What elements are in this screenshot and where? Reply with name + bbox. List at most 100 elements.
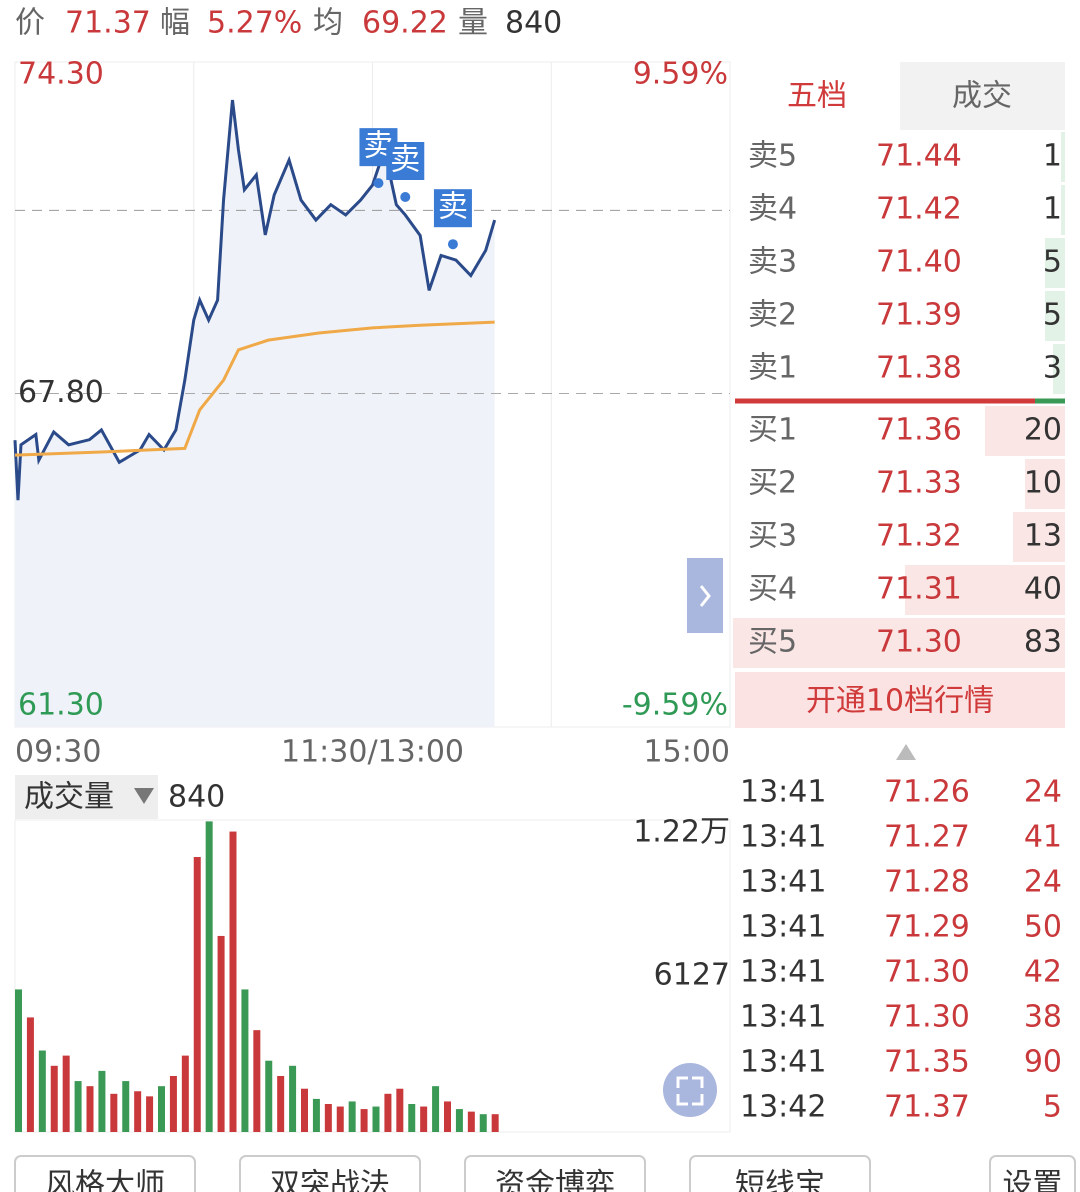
header-label: 幅	[160, 6, 190, 41]
sell-dot	[373, 178, 384, 189]
tool-button-label[interactable]: 短线宝	[735, 1168, 825, 1192]
upgrade-button[interactable]	[735, 672, 1065, 728]
volume-bar	[432, 1086, 440, 1132]
trade-qty: 50	[1024, 910, 1062, 945]
qty-bar	[1045, 238, 1065, 288]
book-qty: 1	[1043, 192, 1062, 227]
tool-button-label[interactable]: 双突战法	[270, 1168, 390, 1192]
trade-qty: 38	[1024, 1000, 1062, 1035]
sell-badge	[386, 141, 425, 180]
book-price: 71.38	[876, 351, 962, 386]
volume-bar	[455, 1109, 463, 1132]
book-label: 卖4	[748, 192, 797, 227]
volume-tab[interactable]	[15, 775, 158, 819]
tool-button-label[interactable]: 设置	[1003, 1168, 1063, 1192]
header-value: 71.37	[65, 6, 151, 41]
volume-bar	[217, 935, 225, 1132]
volume-bar	[265, 1060, 273, 1132]
qty-bar	[1053, 344, 1065, 394]
tool-button[interactable]	[239, 1155, 421, 1192]
sell-badge	[433, 189, 472, 228]
volume-bar	[26, 1017, 34, 1132]
qty-bar	[1025, 459, 1065, 509]
book-qty: 40	[1024, 572, 1062, 607]
tool-button-label[interactable]: 资金博弈	[495, 1168, 615, 1192]
tool-button[interactable]	[689, 1155, 871, 1192]
trade-price: 71.37	[884, 1090, 970, 1125]
tab-label[interactable]: 五档	[787, 79, 847, 114]
volume-bar	[384, 1093, 392, 1132]
volume-bar	[408, 1103, 416, 1132]
book-label: 买2	[748, 466, 797, 501]
tab-inactive[interactable]	[900, 62, 1065, 130]
book-price: 71.44	[876, 139, 962, 174]
volume-bar	[146, 1096, 154, 1132]
tab-label[interactable]: 成交	[952, 79, 1012, 114]
tool-button[interactable]	[14, 1155, 196, 1192]
volume-label[interactable]: 成交量	[24, 780, 114, 815]
expand-button[interactable]	[687, 558, 723, 633]
volume-value: 840	[168, 780, 225, 815]
book-label: 买3	[748, 519, 797, 554]
volume-bar	[289, 1065, 297, 1132]
volume-bar	[134, 1091, 142, 1132]
header-value: 69.22	[362, 6, 448, 41]
trade-qty: 24	[1024, 775, 1062, 810]
y2-tick-label: 9.59%	[633, 57, 728, 92]
tool-button[interactable]	[464, 1155, 646, 1192]
trade-price: 71.29	[884, 910, 970, 945]
volume-bar	[396, 1088, 404, 1132]
trade-price: 71.35	[884, 1045, 970, 1080]
qty-bar	[905, 565, 1065, 615]
book-price: 71.39	[876, 298, 962, 333]
qty-bar	[1013, 512, 1065, 562]
volume-bar	[324, 1103, 332, 1132]
upgrade-label[interactable]: 开通10档行情	[806, 684, 994, 719]
volume-bar	[277, 1075, 285, 1132]
book-label: 卖3	[748, 245, 797, 280]
volume-bar	[348, 1101, 356, 1132]
trade-price: 71.30	[884, 955, 970, 990]
y2-tick-label: -9.59%	[622, 688, 728, 723]
volume-bar	[74, 1081, 82, 1132]
book-label: 卖2	[748, 298, 797, 333]
trade-qty: 24	[1024, 865, 1062, 900]
dropdown-arrow[interactable]	[134, 788, 154, 804]
scroll-up[interactable]	[896, 744, 916, 760]
qty-bar	[1061, 185, 1065, 235]
trade-qty: 41	[1024, 820, 1062, 855]
trade-price: 71.26	[884, 775, 970, 810]
volume-bar	[15, 989, 22, 1132]
volume-bar	[50, 1065, 58, 1132]
tool-button-label[interactable]: 风格大师	[45, 1168, 165, 1192]
volume-bar	[360, 1109, 368, 1132]
volume-bar	[444, 1101, 451, 1132]
volume-bar	[169, 1075, 177, 1132]
volume-bar	[86, 1086, 94, 1132]
trade-time: 13:41	[740, 865, 826, 900]
book-price: 71.30	[876, 625, 962, 660]
volume-bar	[467, 1111, 475, 1132]
y-tick-label: 74.30	[18, 57, 104, 92]
volume-bar	[301, 1088, 308, 1132]
tool-button[interactable]	[989, 1155, 1076, 1192]
book-qty: 5	[1043, 298, 1062, 333]
book-price: 71.33	[876, 466, 962, 501]
volume-bar	[38, 1050, 46, 1132]
trade-qty: 5	[1043, 1090, 1062, 1125]
header-label: 量	[458, 6, 488, 41]
price-area	[15, 100, 495, 727]
tab-active[interactable]	[735, 62, 900, 130]
volume-tick-label: 1.22万	[633, 815, 730, 850]
book-qty: 10	[1024, 466, 1062, 501]
book-label: 买4	[748, 572, 797, 607]
volume-bar	[241, 989, 249, 1132]
book-price: 71.32	[876, 519, 962, 554]
header-value: 840	[505, 6, 562, 41]
fullscreen-icon	[676, 1076, 704, 1106]
volume-bar	[479, 1114, 487, 1132]
volume-bar	[122, 1081, 130, 1132]
fullscreen-button[interactable]	[663, 1063, 717, 1117]
trade-time: 13:42	[740, 1090, 826, 1125]
